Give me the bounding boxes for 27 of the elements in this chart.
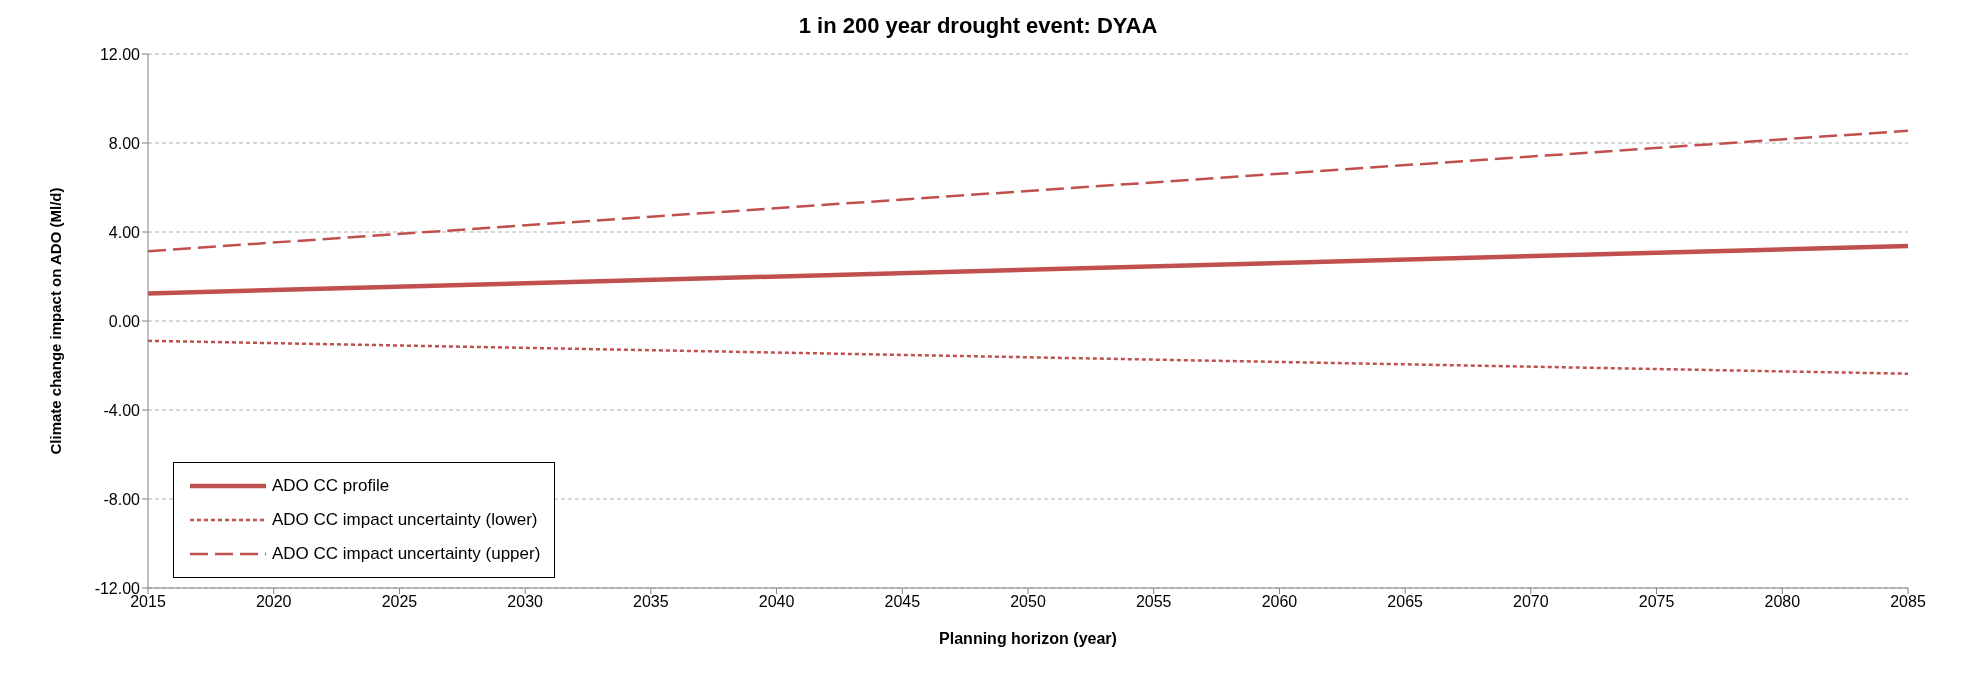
x-tick-label: 2060	[1261, 593, 1298, 611]
legend-label: ADO CC profile	[272, 476, 390, 496]
x-tick-label: 2080	[1764, 593, 1801, 611]
x-tick-label: 2040	[758, 593, 795, 611]
y-tick-label: 0.00	[108, 312, 141, 330]
chart-title: 1 in 200 year drought event: DYAA	[797, 12, 1159, 40]
y-tick-label: 12.00	[99, 45, 141, 63]
x-tick-label: 2055	[1135, 593, 1172, 611]
x-tick-label: 2075	[1638, 593, 1675, 611]
x-tick-label: 2020	[255, 593, 292, 611]
y-tick-label: -4.00	[103, 401, 141, 419]
x-tick-label: 2025	[381, 593, 418, 611]
y-axis-title: Climate change impact on ADO (Ml/d)	[47, 187, 65, 455]
legend-label: ADO CC impact uncertainty (lower)	[272, 510, 538, 530]
legend-label: ADO CC impact uncertainty (upper)	[272, 544, 541, 564]
x-tick-label: 2070	[1513, 593, 1549, 611]
y-tick-label: 4.00	[108, 223, 141, 241]
y-tick-label: 8.00	[108, 134, 141, 152]
x-tick-label: 2030	[507, 593, 544, 611]
x-tick-label: 2015	[130, 593, 166, 611]
x-tick-label: 2035	[633, 593, 669, 611]
x-tick-label: 2065	[1387, 593, 1424, 611]
y-tick-label: -8.00	[103, 490, 141, 508]
x-axis-title: Planning horizon (year)	[939, 630, 1117, 647]
x-tick-label: 2085	[1890, 593, 1926, 611]
x-tick-label: 2050	[1010, 593, 1046, 611]
x-tick-label: 2045	[884, 593, 921, 611]
